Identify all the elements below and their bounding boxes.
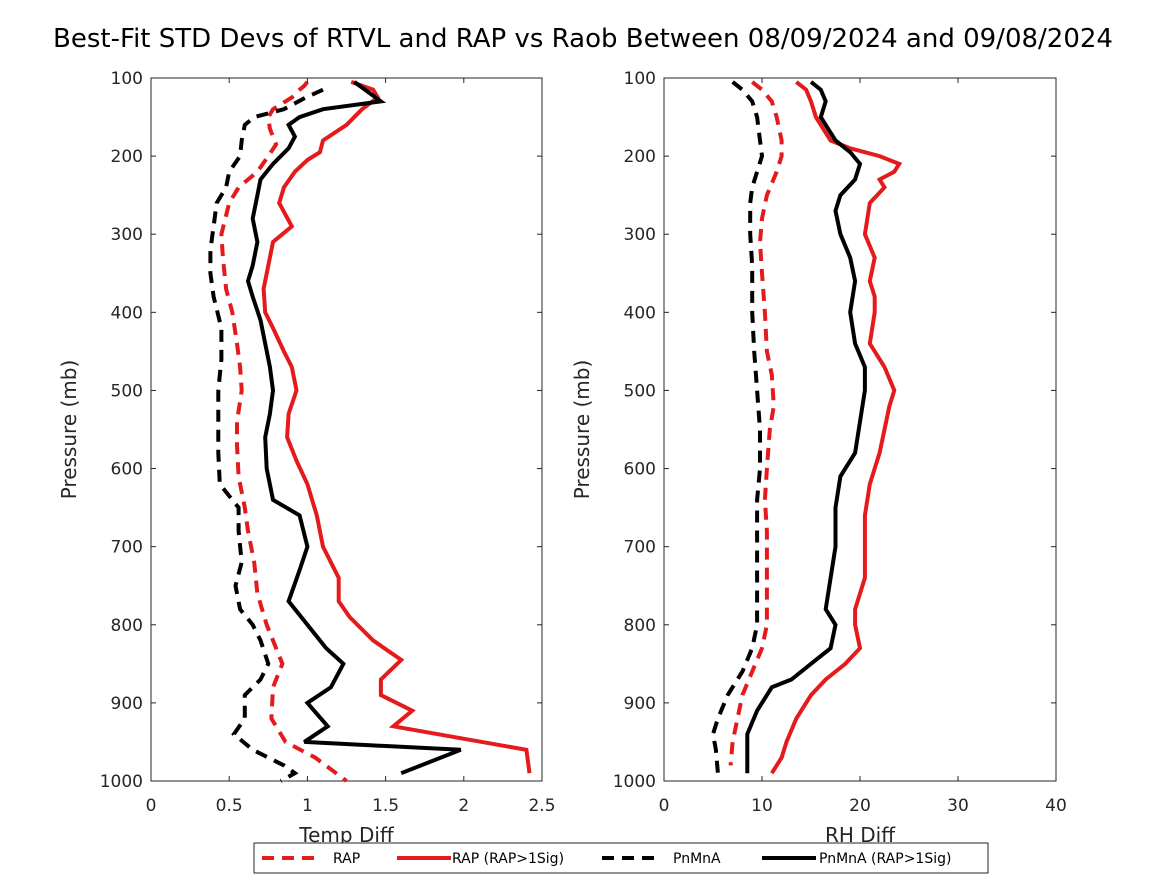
y-tick-label: 500 (624, 381, 656, 401)
y-tick-label: 1000 (100, 772, 143, 792)
y-tick-label: 800 (624, 616, 656, 636)
x-tick-label: 0 (659, 796, 670, 816)
x-tick-label: 0.5 (216, 796, 243, 816)
x-tick-label: 2.5 (528, 796, 555, 816)
x-tick-label: 1 (302, 796, 313, 816)
y-tick-label: 300 (624, 225, 656, 245)
x-tick-label: 2 (458, 796, 469, 816)
y-tick-label: 900 (624, 694, 656, 714)
plot-area (150, 77, 543, 782)
y-tick-label: 700 (111, 538, 143, 558)
y-tick-label: 600 (111, 460, 143, 480)
y-tick-label: 200 (624, 147, 656, 167)
legend-label-pnmna-sig: PnMnA (RAP>1Sig) (819, 851, 951, 867)
series-line-rap (728, 80, 784, 766)
temp-diff-axes: 0 0.5 1 1.5 2 2.5 100 200 300 400 500 600 700 800 900 1… (57, 69, 556, 847)
series-line-rap (219, 80, 348, 783)
legend-label-rap: RAP (333, 851, 360, 867)
y-tick-label: 700 (624, 538, 656, 558)
series-line-rap-sig (261, 80, 532, 774)
x-tick-label: 1.5 (372, 796, 399, 816)
x-tick-label: 20 (849, 796, 871, 816)
figure-title: Best-Fit STD Devs of RTVL and RAP vs Rao… (53, 24, 1113, 54)
y-tick-label: 300 (111, 225, 143, 245)
legend: RAP RAP (RAP>1Sig) PnMnA PnMnA (RAP>1Sig… (253, 842, 989, 874)
legend-label-rap-sig: RAP (RAP>1Sig) (452, 851, 564, 867)
series-line-pnmna-sig (745, 80, 867, 774)
legend-box (253, 842, 989, 874)
x-tick-label: 10 (751, 796, 773, 816)
series-line-pnmna-sig (245, 80, 462, 776)
rh-diff-axes: 0 10 20 30 40 100 200 300 400 500 600 700 800 900 1000… (570, 69, 1067, 847)
legend-label-pnmna: PnMnA (673, 851, 721, 867)
y-tick-label: 400 (111, 303, 143, 323)
y-tick-label: 500 (111, 381, 143, 401)
y-tick-label: 200 (111, 147, 143, 167)
x-tick-label: 0 (146, 796, 157, 816)
y-axis-label: Pressure (mb) (57, 360, 81, 500)
y-tick-label: 600 (624, 460, 656, 480)
y-tick-label: 100 (624, 69, 656, 89)
y-tick-label: 100 (111, 69, 143, 89)
series-line-pnmna (208, 87, 324, 783)
y-tick-label: 1000 (613, 772, 656, 792)
y-tick-label: 400 (624, 303, 656, 323)
x-tick-label: 30 (947, 796, 969, 816)
y-axis-label: Pressure (mb) (570, 360, 594, 500)
y-tick-label: 900 (111, 694, 143, 714)
series-line-rap-sig (770, 80, 903, 775)
y-tick-label: 800 (111, 616, 143, 636)
x-tick-label: 40 (1045, 796, 1067, 816)
